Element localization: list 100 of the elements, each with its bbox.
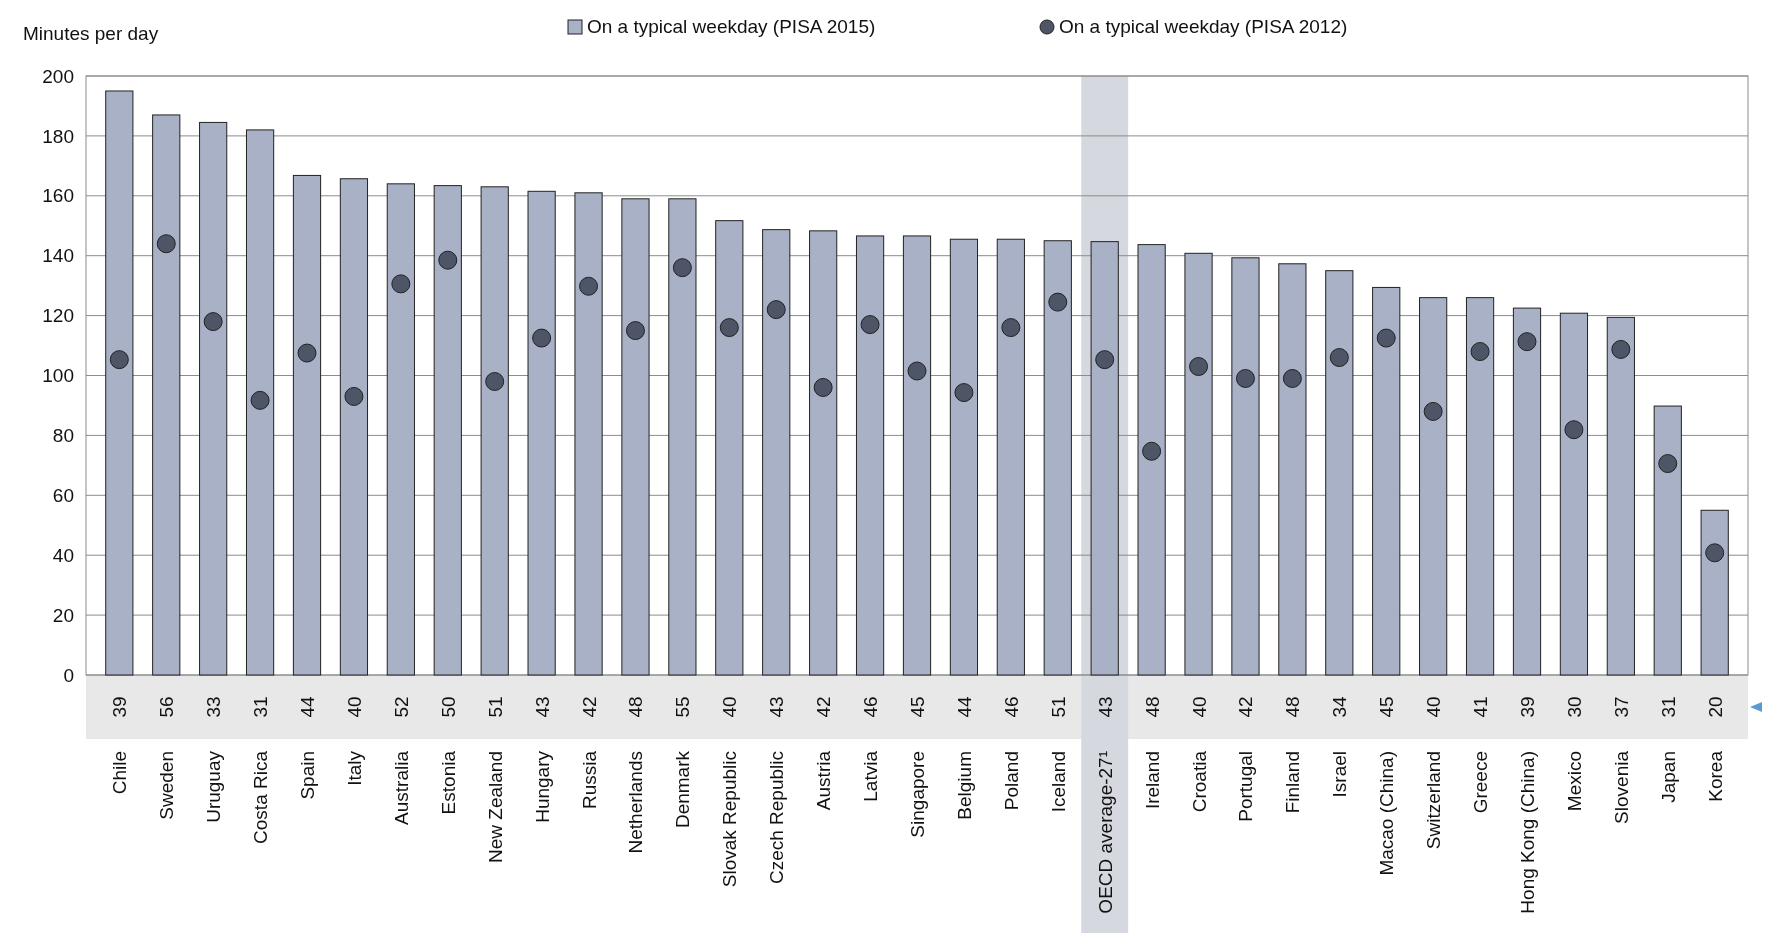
text: 42 — [813, 696, 835, 718]
x-tick-label: Austria — [813, 750, 835, 811]
point — [954, 383, 974, 403]
bar — [1278, 263, 1307, 676]
y-tick-label: 20 — [52, 604, 74, 626]
point — [391, 274, 411, 294]
bar — [480, 186, 509, 676]
x-tick-label: Costa Rica — [250, 750, 272, 844]
legend-label: On a typical weekday (PISA 2012) — [1059, 16, 1348, 37]
bar — [762, 229, 791, 676]
point — [1470, 342, 1490, 362]
point — [1564, 420, 1584, 440]
bar — [1043, 240, 1072, 676]
text: 44 — [953, 696, 975, 718]
text: 42 — [578, 696, 600, 718]
x-tick-label: New Zealand — [484, 751, 506, 863]
x-tick-label: Hong Kong (China) — [1516, 751, 1538, 914]
bar — [949, 238, 979, 676]
x-tick-label: Croatia — [1188, 750, 1210, 813]
x-tick-label: OECD average-27¹ — [1094, 751, 1116, 914]
bar — [855, 235, 885, 676]
x-tick-label: Macao (China) — [1376, 751, 1398, 876]
y-tick-label: 160 — [42, 185, 74, 207]
x-tick-label: Hungary — [531, 750, 553, 823]
bar — [574, 192, 603, 676]
y-tick-label: 200 — [42, 65, 74, 87]
bar — [621, 198, 650, 676]
bar — [1090, 241, 1119, 676]
point — [1095, 350, 1115, 370]
y-tick-label: 120 — [42, 305, 74, 327]
point — [109, 350, 129, 370]
x-tick-label: Ireland — [1141, 751, 1163, 810]
point — [1235, 369, 1255, 388]
x-tick-label: Uruguay — [203, 750, 225, 823]
x-tick-label: Slovenia — [1610, 750, 1632, 824]
text: 31 — [250, 696, 272, 718]
bar — [715, 220, 744, 676]
text: 44 — [297, 696, 319, 718]
text: 43 — [1094, 696, 1116, 718]
x-tick-label: Estonia — [437, 750, 459, 815]
bar — [1653, 405, 1682, 676]
text: 52 — [390, 696, 412, 718]
text: 43 — [766, 696, 788, 718]
text: 51 — [484, 696, 506, 718]
point — [1705, 543, 1725, 563]
text: 56 — [156, 696, 178, 718]
bar — [1325, 270, 1354, 676]
text: 31 — [1657, 696, 1679, 718]
text: 43 — [531, 696, 553, 718]
point — [907, 361, 927, 381]
point — [579, 276, 599, 296]
point — [860, 315, 880, 335]
point — [156, 234, 176, 254]
x-tick-label: Russia — [578, 750, 600, 810]
x-tick-label: Belgium — [953, 751, 975, 820]
x-tick-label: Australia — [390, 750, 412, 825]
x-tick-label: Slovak Republic — [719, 751, 741, 888]
text: 30 — [1563, 696, 1585, 718]
point — [250, 390, 270, 410]
text: 48 — [1141, 696, 1163, 718]
bar — [1465, 297, 1495, 676]
text: 45 — [1376, 696, 1398, 718]
text: 37 — [1610, 696, 1632, 718]
y-tick-label: 140 — [42, 245, 74, 267]
x-tick-label: Mexico — [1563, 751, 1585, 812]
text: 46 — [1000, 696, 1022, 718]
y-tick-label: 80 — [52, 425, 74, 447]
bar — [1137, 244, 1166, 676]
bar — [1184, 252, 1213, 676]
x-tick-label: Denmark — [672, 750, 694, 829]
bar — [1512, 307, 1542, 676]
bar — [1231, 257, 1260, 676]
text: 40 — [1188, 696, 1210, 718]
y-tick-label: 0 — [63, 664, 74, 686]
x-tick-label: Italy — [343, 750, 365, 786]
point — [1142, 441, 1162, 461]
point — [813, 377, 833, 397]
point — [1423, 401, 1443, 421]
text: 46 — [860, 696, 882, 718]
bar — [668, 198, 697, 676]
point — [1517, 332, 1537, 352]
bar — [433, 185, 462, 676]
text: 48 — [625, 696, 647, 718]
y-tick-label: 40 — [52, 544, 74, 566]
x-tick-label: Switzerland — [1423, 751, 1445, 850]
text: 39 — [109, 696, 131, 718]
text: 39 — [1516, 696, 1538, 718]
point — [1376, 328, 1396, 348]
point — [719, 318, 739, 338]
point — [1189, 357, 1209, 377]
text: 40 — [719, 696, 741, 718]
y-axis-title: Minutes per day — [23, 23, 159, 44]
x-tick-label: Korea — [1704, 750, 1726, 802]
bar — [152, 114, 181, 676]
point — [485, 371, 505, 391]
x-tick-label: Portugal — [1235, 751, 1257, 822]
point — [1048, 292, 1068, 312]
bar — [1419, 297, 1448, 676]
x-tick-label: Singapore — [907, 751, 928, 838]
text: 20 — [1704, 696, 1726, 718]
